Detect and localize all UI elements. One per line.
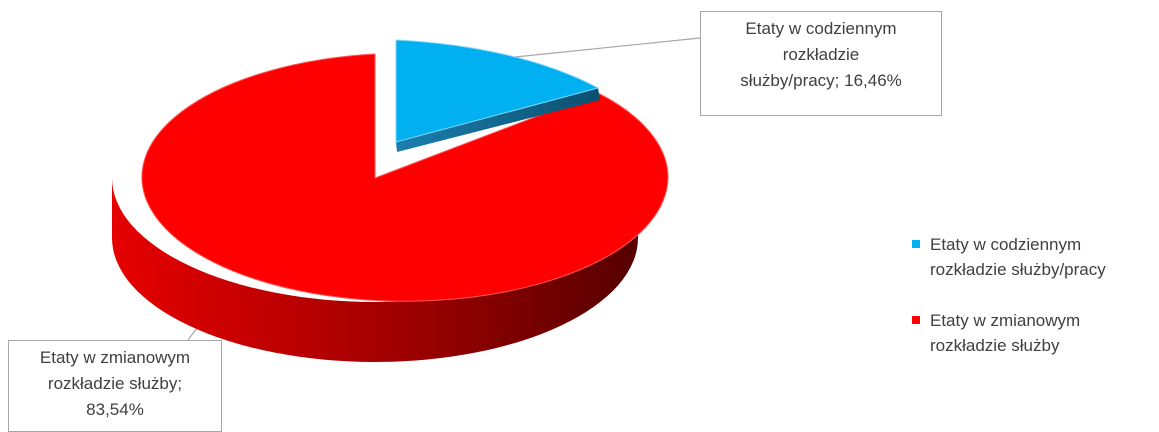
legend-swatch-red: [912, 316, 920, 324]
pie-slice-blue: [395, 39, 600, 143]
legend-item-blue: Etaty w codziennym rozkładzie służby/pra…: [912, 232, 1157, 282]
legend-label: Etaty w codziennym: [930, 235, 1082, 254]
data-label-red-line: rozkładzie służby;: [47, 374, 183, 393]
data-label-red-line: 83,54%: [86, 400, 144, 419]
legend: Etaty w codziennym rozkładzie służby/pra…: [912, 232, 1157, 384]
pie-slice-side-blue: [396, 88, 600, 152]
pie-slice-side-red: [112, 178, 638, 362]
legend-label: rozkładzie służby/pracy: [930, 260, 1106, 279]
legend-item-red: Etaty w zmianowym rozkładzie służby: [912, 308, 1157, 358]
leader-line-blue: [514, 37, 701, 58]
data-label-red-line: Etaty w zmianowym: [39, 348, 191, 367]
legend-swatch-blue: [912, 240, 920, 248]
data-label-blue-line: Etaty w codziennym: [745, 19, 897, 38]
data-label-red: Etaty w zmianowym rozkładzie służby; 83,…: [8, 340, 222, 432]
data-label-blue-line: rozkładzie: [782, 45, 860, 64]
legend-label: rozkładzie służby: [930, 336, 1060, 355]
data-label-blue: Etaty w codziennym rozkładzie służby/pra…: [700, 11, 942, 116]
legend-label: Etaty w zmianowym: [930, 311, 1081, 330]
pie-slice-red: [141, 53, 669, 302]
data-label-blue-line: służby/pracy; 16,46%: [740, 71, 902, 90]
